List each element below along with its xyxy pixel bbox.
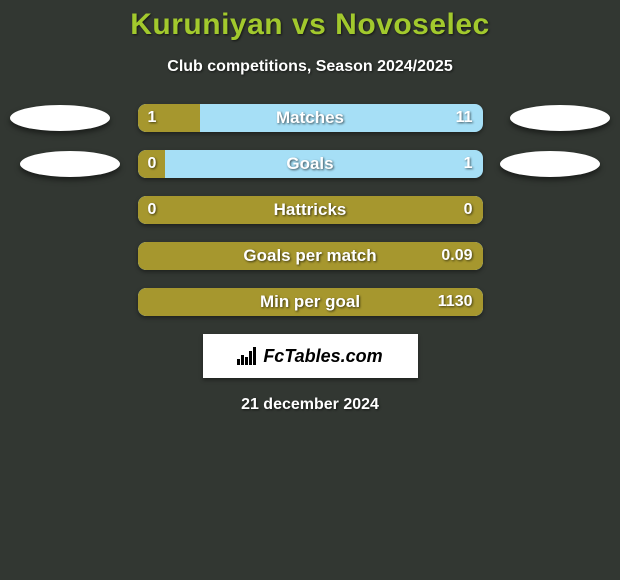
bar-right-value: 0.09 (441, 242, 472, 270)
bar-label: Matches (138, 104, 483, 132)
stat-row-min-per-goal: Min per goal 1130 (0, 288, 620, 316)
player-avatar-right (500, 151, 600, 177)
bar-right-value: 1 (464, 150, 473, 178)
bar-right-value: 11 (456, 104, 473, 132)
bar-min-per-goal: Min per goal 1130 (138, 288, 483, 316)
stat-row-hattricks: 0 Hattricks 0 (0, 196, 620, 224)
bar-goals: 0 Goals 1 (138, 150, 483, 178)
logo-label: FcTables.com (263, 346, 382, 367)
subtitle: Club competitions, Season 2024/2025 (0, 58, 620, 76)
bars-area: 1 Matches 11 0 Goals 1 0 Hattricks 0 (0, 104, 620, 316)
player-avatar-right (510, 105, 610, 131)
bar-goals-per-match: Goals per match 0.09 (138, 242, 483, 270)
stat-row-goals-per-match: Goals per match 0.09 (0, 242, 620, 270)
bar-right-value: 0 (464, 196, 473, 224)
bar-hattricks: 0 Hattricks 0 (138, 196, 483, 224)
stat-row-matches: 1 Matches 11 (0, 104, 620, 132)
player-avatar-left (20, 151, 120, 177)
bar-right-value: 1130 (438, 288, 473, 316)
logo-text: FcTables.com (237, 346, 382, 367)
page-title: Kuruniyan vs Novoselec (0, 8, 620, 42)
comparison-infographic: Kuruniyan vs Novoselec Club competitions… (0, 0, 620, 580)
bar-label: Min per goal (138, 288, 483, 316)
stat-row-goals: 0 Goals 1 (0, 150, 620, 178)
bar-label: Hattricks (138, 196, 483, 224)
bar-label: Goals (138, 150, 483, 178)
bar-matches: 1 Matches 11 (138, 104, 483, 132)
source-logo: FcTables.com (203, 334, 418, 378)
date-label: 21 december 2024 (0, 396, 620, 414)
bar-label: Goals per match (138, 242, 483, 270)
bar-chart-icon (237, 347, 259, 365)
player-avatar-left (10, 105, 110, 131)
